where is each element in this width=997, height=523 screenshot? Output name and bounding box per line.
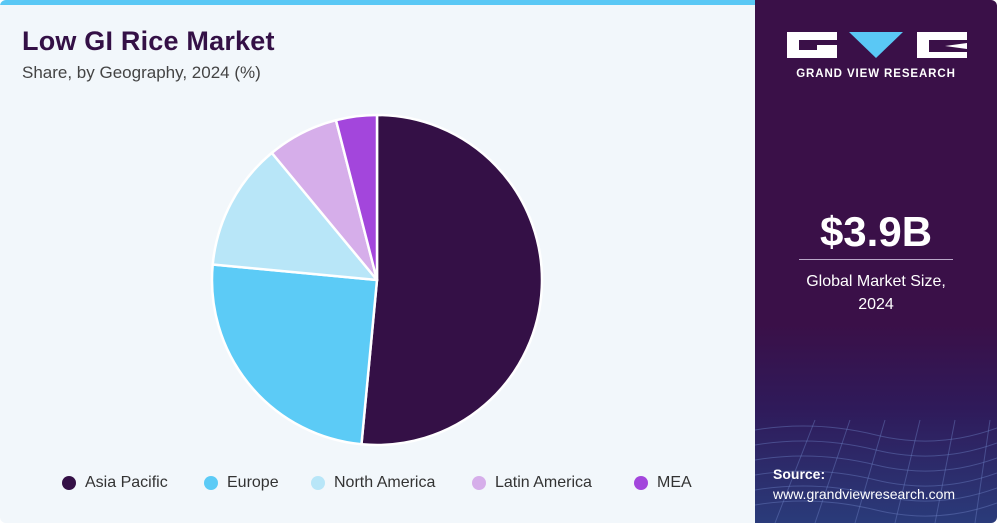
legend-swatch xyxy=(62,476,76,490)
market-size-label-line1: Global Market Size, xyxy=(806,273,946,290)
legend-item-mea: MEA xyxy=(634,474,692,492)
legend-swatch xyxy=(311,476,325,490)
pie-slice-asia-pacific xyxy=(360,113,544,447)
legend-label: Latin America xyxy=(495,474,592,491)
legend-swatch xyxy=(634,476,648,490)
source-url[interactable]: www.grandviewresearch.com xyxy=(773,486,956,502)
pie-slice-north-america xyxy=(211,151,379,282)
chart-panel: Low GI Rice Market Share, by Geography, … xyxy=(0,0,755,523)
legend-label: North America xyxy=(334,474,436,491)
legend-item-europe: Europe xyxy=(204,474,279,492)
top-accent-bar xyxy=(0,0,755,5)
source-label: Source: xyxy=(773,466,826,482)
legend-swatch xyxy=(204,476,218,490)
pie-chart xyxy=(210,113,544,447)
legend-item-north-america: North America xyxy=(311,474,435,492)
market-size-value: $3.9B xyxy=(819,208,933,255)
pie-slice-europe xyxy=(210,263,379,446)
legend-label: MEA xyxy=(657,474,692,491)
summary-sidebar: GRAND VIEW RESEARCH $3.9B Global Market … xyxy=(755,0,997,523)
divider xyxy=(799,259,953,260)
legend-label: Europe xyxy=(227,474,279,491)
brand-name: GRAND VIEW RESEARCH xyxy=(796,68,956,80)
market-size-label-line2: 2024 xyxy=(858,296,894,313)
chart-legend: Asia Pacific Europe North America Latin Ame… xyxy=(0,474,755,496)
legend-label: Asia Pacific xyxy=(85,474,168,491)
legend-swatch xyxy=(472,476,486,490)
chart-subtitle: Share, by Geography, 2024 (%) xyxy=(22,63,261,82)
pie-slice-mea xyxy=(334,113,379,282)
chart-title: Low GI Rice Market xyxy=(22,26,275,56)
legend-item-latin-america: Latin America xyxy=(472,474,592,492)
decorative-wave-pattern xyxy=(755,419,997,523)
grand-view-research-logo xyxy=(787,32,967,58)
legend-item-asia-pacific: Asia Pacific xyxy=(62,474,168,492)
market-size-label: Global Market Size, 2024 xyxy=(755,270,997,316)
